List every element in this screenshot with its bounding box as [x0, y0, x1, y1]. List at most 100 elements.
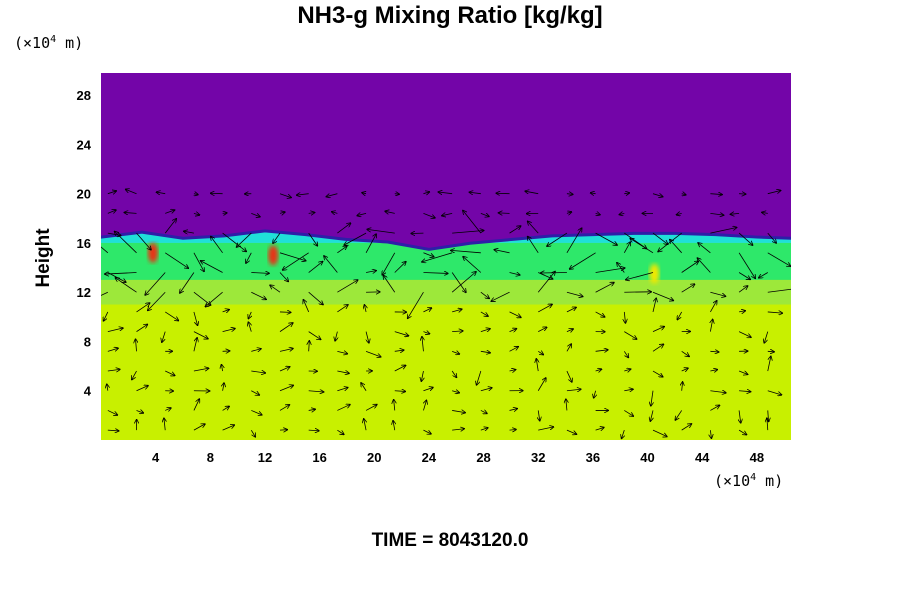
wind-vector: [570, 252, 596, 269]
wind-vector: [452, 351, 459, 354]
wind-vector: [738, 429, 746, 435]
chart-title: NH3-g Mixing Ratio [kg/kg]: [297, 2, 603, 29]
wind-vector: [326, 194, 338, 197]
wind-vector: [730, 213, 740, 214]
wind-vector: [157, 192, 166, 194]
wind-vector: [394, 400, 395, 411]
wind-vector: [538, 304, 552, 313]
wind-vector: [624, 389, 633, 391]
wind-vector: [367, 229, 395, 234]
wind-vector: [308, 213, 315, 214]
wind-vector: [136, 232, 151, 250]
wind-vector: [362, 193, 366, 194]
x-axis-unit: (×104 m): [714, 472, 784, 490]
wind-vector: [509, 429, 516, 430]
wind-vector: [566, 389, 581, 390]
wind-vector: [739, 410, 741, 422]
upper-layer: [101, 73, 791, 248]
wind-vector: [394, 391, 406, 392]
wind-vector: [337, 305, 347, 313]
wind-vector: [101, 246, 109, 254]
wind-vector: [681, 261, 699, 273]
wind-vector: [423, 273, 447, 274]
wind-vector: [738, 286, 748, 293]
wind-vector: [652, 429, 667, 436]
wind-vector: [361, 383, 367, 391]
wind-vector: [480, 311, 488, 316]
x-tick-label: 36: [586, 450, 600, 465]
y-tick-label: 28: [77, 88, 91, 103]
wind-vector: [165, 210, 174, 214]
wind-vector: [619, 213, 625, 214]
wind-vector: [136, 339, 137, 352]
wind-vector: [251, 291, 266, 299]
wind-vector: [162, 331, 166, 343]
wind-vector: [394, 365, 406, 372]
x-axis-ticks: 4 8 12 16 20 24 28 32 36 40 44 48: [152, 450, 764, 465]
x-tick-label: 28: [476, 450, 490, 465]
wind-vector: [136, 303, 150, 313]
wind-vector: [251, 273, 269, 274]
wind-vector: [107, 191, 116, 194]
wind-vector: [136, 386, 149, 392]
wind-vector: [248, 322, 251, 332]
wind-vector: [393, 421, 395, 431]
wind-vector: [365, 234, 376, 253]
wind-vector: [767, 252, 791, 266]
wind-vector: [452, 230, 483, 234]
wind-vector: [738, 232, 753, 245]
wind-vector: [509, 273, 520, 276]
wind-vector: [480, 410, 487, 413]
wind-vector: [538, 327, 546, 332]
wind-vector: [337, 429, 343, 434]
wind-vector: [595, 283, 614, 293]
wind-vector: [566, 429, 577, 434]
wind-vector: [101, 291, 109, 296]
wind-vector: [250, 429, 255, 437]
wind-vector: [423, 429, 431, 434]
y-tick-label: 16: [77, 236, 91, 251]
wind-vector: [165, 408, 171, 411]
wind-vector: [710, 227, 736, 234]
wind-vector: [223, 213, 227, 214]
wind-vector: [759, 272, 768, 278]
wind-vector: [107, 369, 120, 371]
wind-vector: [308, 291, 323, 304]
wind-vector: [193, 368, 209, 372]
wind-vector: [132, 370, 137, 380]
wind-vector: [767, 356, 771, 372]
wind-vector: [595, 350, 608, 352]
wind-vector: [509, 226, 521, 234]
wind-vector: [738, 370, 747, 374]
wind-vector: [681, 350, 689, 356]
wind-vector: [710, 291, 725, 296]
wind-vector: [344, 232, 367, 245]
y-tick-label: 24: [77, 137, 92, 152]
wind-vector: [421, 370, 423, 381]
wind-vector: [279, 367, 290, 372]
wind-vector: [463, 257, 482, 273]
x-tick-label: 24: [422, 450, 437, 465]
wind-vector: [596, 213, 600, 214]
wind-vector: [652, 291, 673, 300]
wind-vector: [452, 410, 465, 412]
wind-vector: [536, 359, 538, 372]
wind-vector: [463, 211, 482, 234]
wind-vector: [270, 285, 281, 293]
hotspot-yellow: [649, 263, 660, 284]
wind-vector: [107, 233, 121, 235]
wind-vector: [408, 292, 424, 318]
wind-vector: [499, 213, 510, 214]
wind-vector: [652, 344, 663, 352]
wind-vector: [222, 232, 247, 251]
x-tick-label: 8: [207, 450, 214, 465]
wind-vector: [710, 213, 723, 215]
wind-vector: [697, 258, 711, 273]
wind-vector: [624, 410, 633, 416]
wind-vector: [670, 240, 682, 254]
wind-vector: [337, 371, 349, 373]
wind-vector: [480, 213, 489, 216]
wind-vector: [309, 341, 310, 352]
wind-vector: [423, 332, 429, 334]
wind-vector: [337, 351, 347, 353]
